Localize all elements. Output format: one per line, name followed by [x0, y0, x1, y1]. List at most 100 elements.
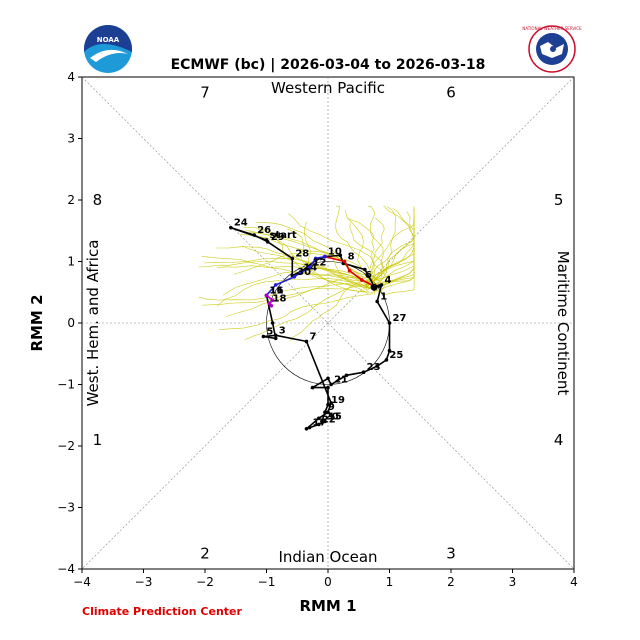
trajectory-point: [323, 419, 327, 424]
day-label: 23: [367, 362, 381, 373]
series-layer: [229, 225, 392, 431]
trajectory-point: [326, 385, 330, 390]
phase-number: 3: [446, 545, 456, 563]
trajectory-point: [326, 402, 330, 407]
x-tick-label: 3: [509, 575, 517, 589]
y-tick-label: 1: [67, 255, 75, 269]
phase-number: 1: [93, 431, 103, 449]
x-tick-label: 0: [324, 575, 332, 589]
trajectory-point: [329, 401, 333, 405]
ensemble-member-line: [255, 221, 380, 279]
trajectory-point: [360, 278, 364, 282]
day-label: 6: [365, 270, 372, 281]
region-bottom: Indian Ocean: [278, 548, 377, 566]
phase-number: 4: [554, 431, 564, 449]
day-label: 17: [313, 418, 327, 429]
trajectory-point: [344, 373, 349, 378]
day-label: 8: [348, 252, 355, 263]
trajectory-point: [338, 253, 343, 258]
trajectory-point: [270, 298, 275, 303]
day-label: 22: [322, 414, 336, 425]
ensemble-member-line: [364, 221, 415, 288]
day-label: 15: [328, 411, 342, 422]
x-axis-ticks: −4 −3 −2 −1 0 1 2 3 4: [73, 569, 578, 589]
day-label: 11: [270, 285, 284, 296]
ensemble-member-line: [244, 284, 368, 340]
y-tick-label: −4: [57, 562, 75, 576]
y-tick-label: 0: [67, 316, 75, 330]
trajectory-point: [320, 419, 324, 424]
y-axis-ticks: −4 −3 −2 −1 0 1 2 3 4: [57, 70, 82, 576]
x-axis-label: RMM 1: [299, 597, 356, 615]
ensemble-member-line: [374, 205, 415, 281]
chart-title: ECMWF (bc) | 2026-03-04 to 2026-03-18: [171, 57, 486, 73]
y-tick-label: 3: [67, 132, 75, 146]
day-label: 3: [279, 325, 286, 336]
ensemble-member-line: [198, 283, 366, 301]
phase-number: 8: [93, 191, 103, 209]
day-label: 16: [270, 285, 284, 296]
ensemble-member-line: [368, 205, 384, 283]
trajectory-point: [342, 259, 347, 264]
ensemble-member-line: [370, 217, 385, 295]
trajectory-point: [387, 321, 392, 325]
day-label: 29: [271, 232, 285, 243]
trajectory-point: [375, 299, 380, 304]
x-tick-label: 4: [570, 575, 578, 589]
day-label: 21: [334, 375, 348, 386]
x-tick-label: −1: [258, 575, 276, 589]
day-label: 4: [385, 275, 392, 286]
ensemble-member-line: [344, 210, 380, 293]
day-label: 9: [328, 402, 335, 413]
ensemble-member-line: [303, 221, 369, 295]
y-axis-label: RMM 2: [28, 294, 46, 351]
trajectory-point: [379, 283, 384, 287]
day-label: 30: [297, 267, 311, 278]
day-label: 26: [257, 225, 271, 236]
trajectory-point: [261, 334, 266, 339]
trajectory-point: [323, 254, 327, 259]
day-label: 5: [266, 327, 273, 338]
phase-number: 7: [200, 83, 210, 101]
trajectory-point: [384, 358, 389, 362]
trajectory-point: [298, 270, 303, 275]
day-label: 12: [313, 258, 327, 269]
day-label: 19: [331, 395, 345, 406]
x-tick-label: −4: [73, 575, 91, 589]
ensemble-member-line: [287, 228, 366, 293]
nws-logo: NATIONAL WEATHER SERVICE: [522, 25, 582, 73]
trajectory-point: [304, 426, 309, 431]
y-tick-label: −3: [57, 501, 75, 515]
phase-number: 6: [446, 83, 456, 101]
ensemble-member-line: [371, 247, 415, 288]
region-top: Western Pacific: [271, 79, 385, 97]
trajectory-point: [375, 364, 380, 368]
start-marker: [370, 283, 378, 291]
trajectory-point: [273, 333, 278, 338]
y-tick-label: −1: [57, 378, 75, 392]
trajectory-point: [267, 301, 272, 306]
trajectory-point: [361, 370, 366, 375]
ensemble-member-line: [243, 227, 367, 284]
ensemble-member-line: [204, 257, 372, 284]
trajectory-point: [270, 321, 275, 325]
ensemble-member-line: [201, 256, 371, 284]
trajectory-point: [310, 385, 315, 390]
ensemble-member-line: [245, 229, 374, 289]
noaa-logo: NOAA: [84, 25, 132, 73]
y-tick-label: 4: [67, 70, 75, 84]
noaa-logo-text: NOAA: [97, 36, 120, 44]
x-tick-label: 2: [447, 575, 455, 589]
ensemble-member-line: [198, 260, 370, 288]
trajectory-point: [265, 240, 270, 244]
day-label: 20: [325, 411, 339, 422]
ensemble-member-line: [349, 222, 388, 294]
day-label: 25: [389, 350, 403, 361]
trajectory-point: [229, 225, 233, 230]
trajectory-point: [264, 293, 269, 298]
credit-text: Climate Prediction Center: [82, 605, 242, 618]
trajectory-point: [290, 256, 295, 261]
day-label: 14: [303, 263, 317, 274]
